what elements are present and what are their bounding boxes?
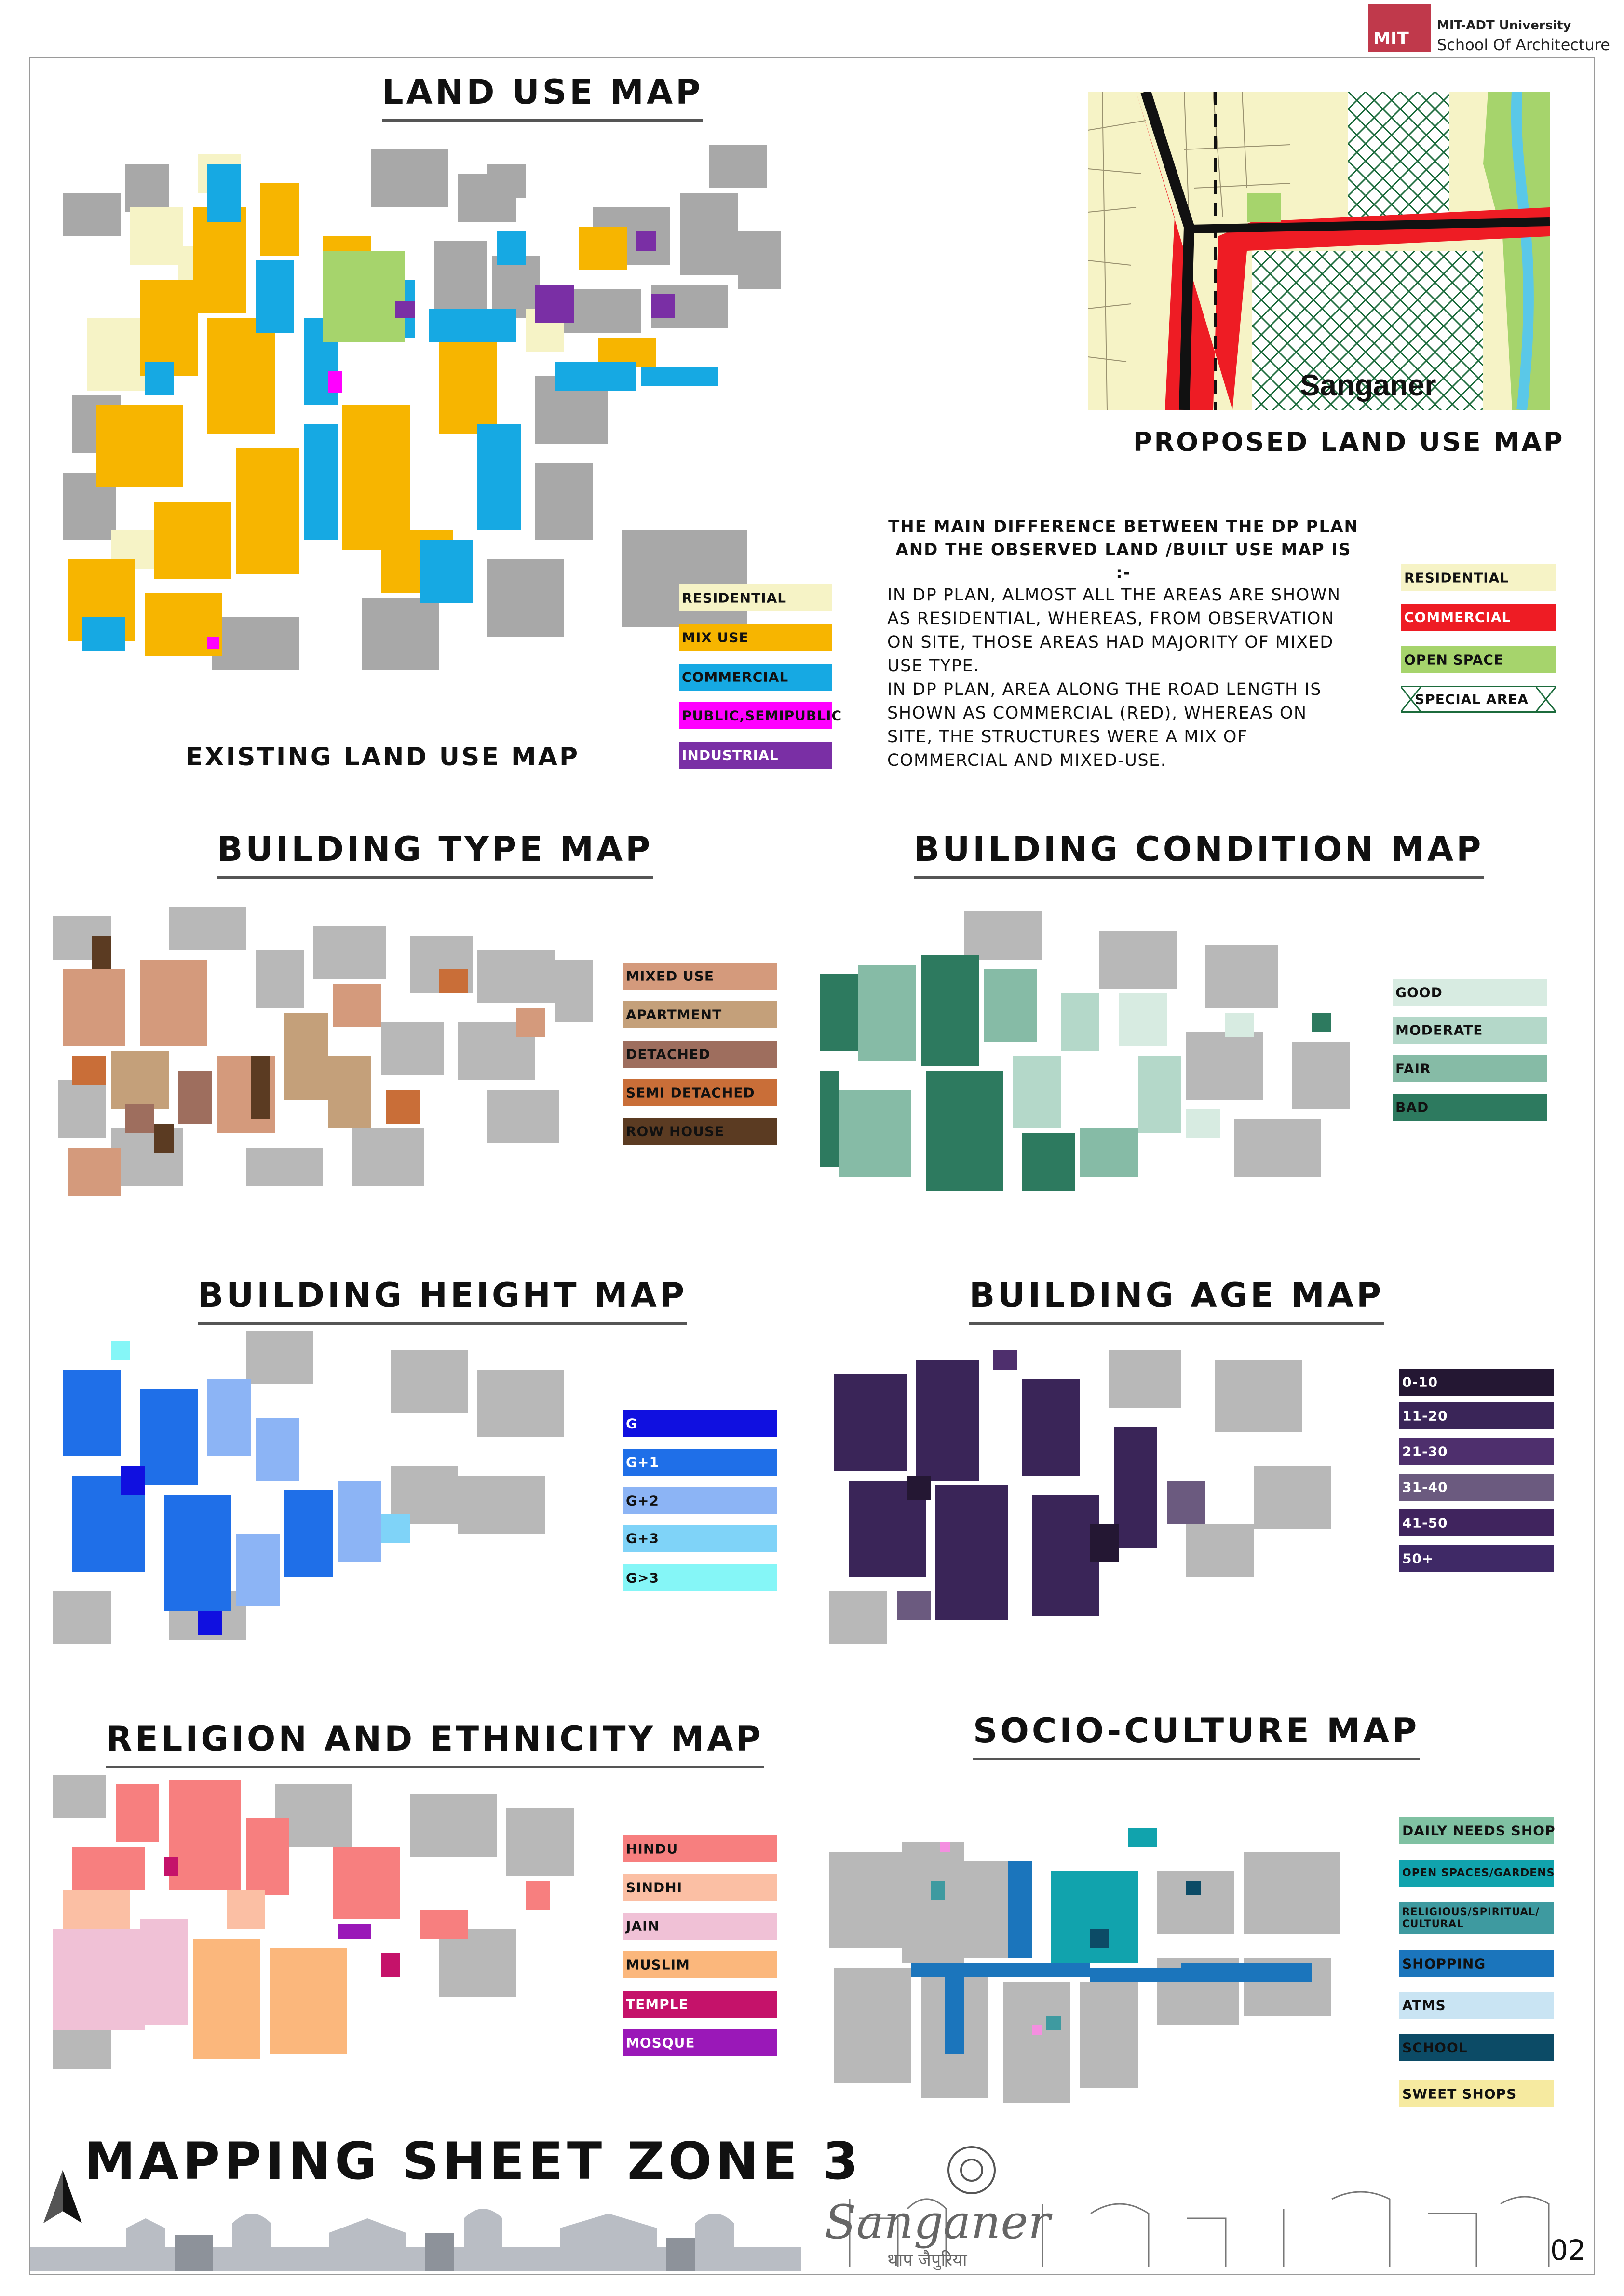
building-type-legend-semi-detached: SEMI DETACHED <box>623 1079 777 1106</box>
height-legend-g2: G+2 <box>623 1487 777 1514</box>
building-age-map <box>829 1350 1331 1644</box>
religion-legend-mosque: MOSQUE <box>623 2029 777 2056</box>
building-condition-map <box>820 911 1350 1191</box>
building-height-map <box>53 1331 564 1644</box>
socio-culture-title: SOCIO-CULTURE MAP <box>973 1711 1420 1760</box>
building-condition-title: BUILDING CONDITION MAP <box>914 829 1484 879</box>
socio-legend-shopping: SHOPPING <box>1399 1950 1554 1977</box>
proposed-land-use-label: PROPOSED LAND USE MAP <box>1133 427 1565 457</box>
building-type-legend-mixed-use: MIXED USE <box>623 963 777 990</box>
religion-legend-hindu: HINDU <box>623 1835 777 1862</box>
proposed-legend-open-space: OPEN SPACE <box>1401 646 1556 673</box>
building-type-legend-row-house: ROW HOUSE <box>623 1118 777 1145</box>
building-age-title-text: BUILDING AGE MAP <box>969 1276 1384 1315</box>
proposed-legend-residential: RESIDENTIAL <box>1401 564 1556 591</box>
school-name: School Of Architecture <box>1437 36 1610 54</box>
building-type-title-text: BUILDING TYPE MAP <box>217 829 653 869</box>
condition-legend-bad: BAD <box>1393 1094 1547 1121</box>
note-body: IN DP PLAN, ALMOST ALL THE AREAS ARE SHO… <box>887 585 1341 770</box>
proposed-map-place-label: Sanganer <box>1300 369 1436 402</box>
legend-commercial: COMMERCIAL <box>679 664 832 691</box>
existing-land-use-map <box>63 145 781 670</box>
religion-title-text: RELIGION AND ETHNICITY MAP <box>106 1719 764 1759</box>
socio-legend-sweet-shops: SWEET SHOPS <box>1399 2080 1554 2107</box>
existing-land-use-label: EXISTING LAND USE MAP <box>186 743 580 772</box>
proposed-legend-special-area: SPECIAL AREA <box>1401 686 1556 713</box>
north-arrow-icon <box>43 2170 82 2223</box>
building-type-map <box>53 907 593 1196</box>
height-legend-g: G <box>623 1410 777 1437</box>
religion-legend-temple: TEMPLE <box>623 1991 777 2018</box>
socio-culture-title-text: SOCIO-CULTURE MAP <box>973 1711 1420 1751</box>
brand-hindi-text: थाप जैपुरिया <box>887 2250 967 2270</box>
land-use-title-text: LAND USE MAP <box>382 72 704 112</box>
logo-text: MIT <box>1373 29 1409 49</box>
proposed-legend-commercial: COMMERCIAL <box>1401 604 1556 631</box>
age-legend-0-10: 0-10 <box>1399 1369 1554 1396</box>
religion-legend-jain: JAIN <box>623 1913 777 1940</box>
socio-legend-open-spaces: OPEN SPACES/GARDENS <box>1399 1860 1555 1887</box>
proposed-land-use-map: Sanganer <box>1088 92 1550 410</box>
legend-mix-use: MIX USE <box>679 624 832 651</box>
university-logo: MIT <box>1368 4 1431 52</box>
religion-title: RELIGION AND ETHNICITY MAP <box>106 1719 764 1768</box>
page-number: 02 <box>1550 2234 1586 2267</box>
building-condition-title-text: BUILDING CONDITION MAP <box>914 829 1484 869</box>
religion-legend-muslim: MUSLIM <box>623 1951 777 1978</box>
socio-legend-school: SCHOOL <box>1399 2034 1554 2061</box>
socio-culture-map <box>829 1828 1340 2103</box>
skyline-illustration <box>30 2191 1550 2271</box>
age-legend-41-50: 41-50 <box>1399 1509 1554 1536</box>
condition-legend-good: GOOD <box>1393 979 1547 1006</box>
socio-legend-daily-needs: DAILY NEEDS SHOP <box>1399 1817 1555 1844</box>
sheet-title: MAPPING SHEET ZONE 3 <box>84 2132 862 2191</box>
building-type-title: BUILDING TYPE MAP <box>217 829 653 879</box>
legend-residential: RESIDENTIAL <box>679 584 832 611</box>
building-age-title: BUILDING AGE MAP <box>969 1276 1384 1325</box>
brand-logo-text: Sanganer <box>825 2195 1051 2249</box>
mandala-icon <box>947 2146 996 2194</box>
height-legend-g1: G+1 <box>623 1449 777 1476</box>
legend-public-semipublic: PUBLIC,SEMIPUBLIC <box>679 702 841 729</box>
age-legend-21-30: 21-30 <box>1399 1438 1554 1465</box>
land-use-title: LAND USE MAP <box>382 72 704 122</box>
socio-legend-religious: RELIGIOUS/SPIRITUAL/ CULTURAL <box>1399 1902 1554 1934</box>
height-legend-g3: G+3 <box>623 1525 777 1552</box>
age-legend-31-40: 31-40 <box>1399 1474 1554 1501</box>
religion-ethnicity-map <box>53 1775 574 2069</box>
condition-legend-moderate: MODERATE <box>1393 1017 1547 1044</box>
age-legend-11-20: 11-20 <box>1399 1402 1554 1429</box>
building-type-legend-detached: DETACHED <box>623 1041 777 1068</box>
university-name: MIT-ADT University <box>1437 18 1571 33</box>
age-legend-50-plus: 50+ <box>1399 1545 1554 1572</box>
building-type-legend-apartment: APARTMENT <box>623 1001 777 1028</box>
condition-legend-fair: FAIR <box>1393 1055 1547 1082</box>
sheet-frame <box>29 57 1595 2275</box>
height-legend-g-gt-3: G>3 <box>623 1564 777 1591</box>
building-height-title-text: BUILDING HEIGHT MAP <box>198 1276 688 1315</box>
religion-legend-sindhi: SINDHI <box>623 1874 777 1901</box>
legend-industrial: INDUSTRIAL <box>679 742 832 769</box>
note-title: THE MAIN DIFFERENCE BETWEEN THE DP PLAN … <box>888 517 1359 583</box>
socio-legend-atms: ATMS <box>1399 1992 1554 2019</box>
building-height-title: BUILDING HEIGHT MAP <box>198 1276 688 1325</box>
